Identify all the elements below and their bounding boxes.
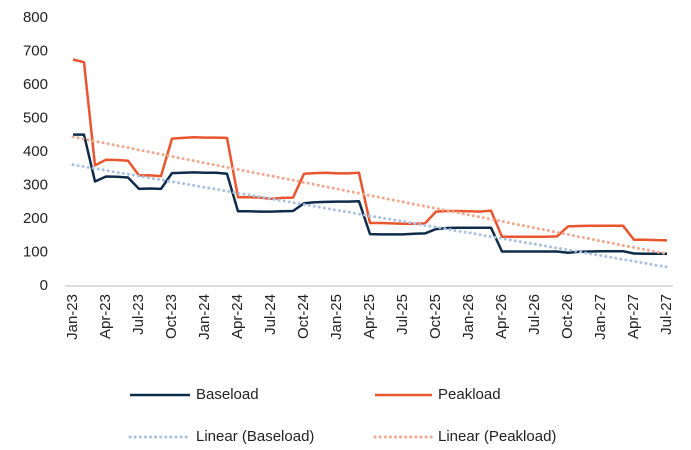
x-tick-label: Apr-24 xyxy=(229,294,246,339)
x-tick-label: Jul-23 xyxy=(130,294,147,335)
x-tick-label: Apr-23 xyxy=(97,294,114,339)
x-tick-label: Jan-24 xyxy=(196,294,213,340)
x-tick-label: Oct-26 xyxy=(559,294,576,339)
legend-label: Linear (Peakload) xyxy=(438,428,556,445)
y-tick-label: 300 xyxy=(23,176,48,193)
legend-label: Baseload xyxy=(196,386,259,403)
series-line xyxy=(72,58,668,242)
x-tick-label: Apr-27 xyxy=(625,294,642,339)
x-tick-label: Apr-26 xyxy=(493,294,510,339)
x-tick-label: Jan-26 xyxy=(460,294,477,340)
y-tick-label: 0 xyxy=(40,277,48,294)
legend-label: Peakload xyxy=(438,386,501,403)
y-tick-label: 600 xyxy=(23,76,48,93)
x-tick-label: Oct-23 xyxy=(163,294,180,339)
series-line xyxy=(71,135,669,256)
legend-label: Linear (Baseload) xyxy=(196,428,314,445)
x-tick-label: Jan-25 xyxy=(328,294,345,340)
series-line xyxy=(71,163,669,269)
x-tick-label: Jan-27 xyxy=(592,294,609,340)
x-tick-label: Jul-27 xyxy=(658,294,675,335)
series-line xyxy=(73,133,667,256)
x-tick-label: Jul-25 xyxy=(394,294,411,335)
x-tick-label: Oct-24 xyxy=(295,294,312,339)
y-tick-label: 400 xyxy=(23,143,48,160)
x-tick-label: Oct-25 xyxy=(427,294,444,339)
x-tick-label: Jan-23 xyxy=(64,294,81,340)
x-tick-label: Jul-24 xyxy=(262,294,279,335)
y-tick-label: 800 xyxy=(23,9,48,26)
y-tick-label: 100 xyxy=(23,243,48,260)
x-tick-label: Apr-25 xyxy=(361,294,378,339)
y-tick-label: 200 xyxy=(23,210,48,227)
x-tick-label: Jul-26 xyxy=(526,294,543,335)
y-tick-label: 500 xyxy=(23,109,48,126)
y-tick-label: 700 xyxy=(23,42,48,59)
